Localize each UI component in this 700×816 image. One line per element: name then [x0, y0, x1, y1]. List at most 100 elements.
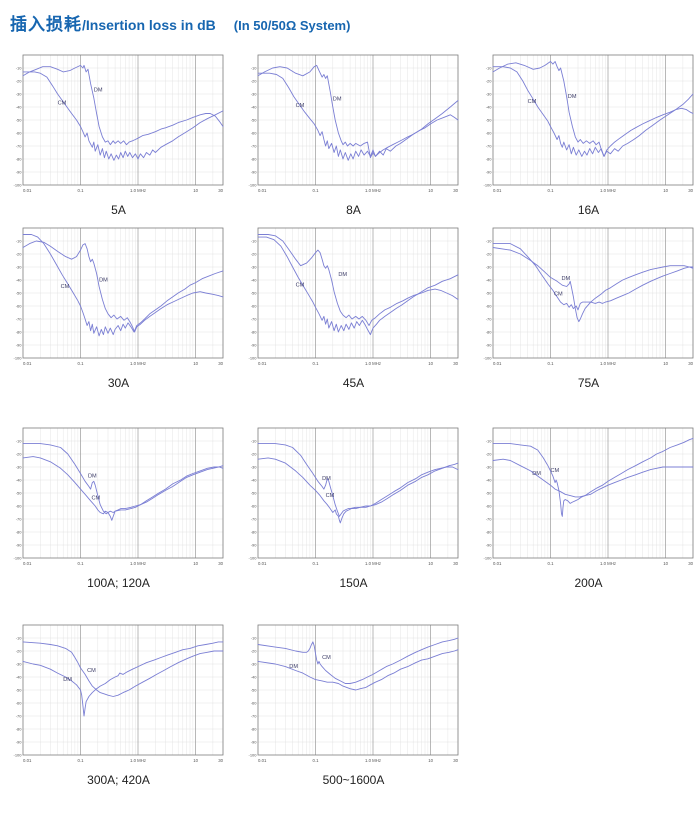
svg-text:-30: -30: [16, 91, 23, 96]
svg-text:-60: -60: [251, 303, 258, 308]
svg-text:10: 10: [193, 561, 198, 566]
svg-text:-40: -40: [486, 477, 493, 482]
svg-text:-90: -90: [486, 169, 493, 174]
svg-text:-70: -70: [251, 143, 258, 148]
svg-text:-60: -60: [16, 700, 23, 705]
svg-text:-30: -30: [16, 464, 23, 469]
svg-text:1.0 MHz: 1.0 MHz: [600, 361, 616, 366]
svg-text:0.01: 0.01: [258, 561, 267, 566]
svg-text:1.0 MHz: 1.0 MHz: [600, 188, 616, 193]
svg-text:0.1: 0.1: [313, 188, 320, 193]
svg-text:-10: -10: [251, 438, 258, 443]
svg-text:-20: -20: [251, 78, 258, 83]
chart-row-3: -10 -20 -30 -40 -50 -60 -70 -80 -90 -100 0.01 0.1 1.…: [12, 424, 700, 592]
svg-text:-10: -10: [16, 635, 23, 640]
svg-text:-10: -10: [486, 65, 493, 70]
svg-text:-100: -100: [13, 555, 22, 560]
svg-text:-40: -40: [16, 477, 23, 482]
svg-text:-80: -80: [251, 329, 258, 334]
chart-row-4: -10 -20 -30 -40 -50 -60 -70 -80 -90 -100 0.01 0.1 1.…: [12, 621, 700, 789]
svg-text:-90: -90: [251, 342, 258, 347]
svg-text:-50: -50: [486, 117, 493, 122]
chart-caption: 500~1600A: [322, 773, 385, 787]
svg-text:-100: -100: [483, 355, 492, 360]
svg-text:-70: -70: [16, 516, 23, 521]
svg-text:10: 10: [663, 561, 668, 566]
svg-text:0.01: 0.01: [493, 561, 502, 566]
chart-caption: 200A: [574, 576, 603, 590]
svg-text:-70: -70: [486, 316, 493, 321]
svg-text:30: 30: [453, 188, 458, 193]
svg-text:-90: -90: [486, 342, 493, 347]
svg-text:-20: -20: [486, 451, 493, 456]
svg-text:-10: -10: [16, 65, 23, 70]
svg-text:0.01: 0.01: [493, 188, 502, 193]
svg-text:-90: -90: [251, 739, 258, 744]
svg-text:-100: -100: [13, 355, 22, 360]
chart-row-1: -10 -20 -30 -40 -50 -60 -70 -80 -90 -100 0.01 0.1 1.…: [12, 51, 700, 219]
svg-text:30: 30: [218, 188, 223, 193]
svg-text:-80: -80: [486, 529, 493, 534]
svg-text:CM: CM: [296, 283, 305, 289]
svg-text:30: 30: [688, 561, 693, 566]
svg-text:-20: -20: [16, 648, 23, 653]
chart-row-2: -10 -20 -30 -40 -50 -60 -70 -80 -90 -100 0.01 0.1 1.…: [12, 224, 700, 392]
svg-text:0.1: 0.1: [78, 361, 85, 366]
svg-text:0.01: 0.01: [258, 188, 267, 193]
svg-text:-30: -30: [251, 264, 258, 269]
svg-text:30: 30: [688, 361, 693, 366]
svg-text:DM: DM: [88, 473, 97, 479]
title-english: /Insertion loss in dB: [82, 17, 216, 33]
svg-text:0.01: 0.01: [23, 188, 32, 193]
svg-text:0.01: 0.01: [258, 758, 267, 763]
svg-text:0.1: 0.1: [78, 561, 85, 566]
svg-text:-30: -30: [16, 661, 23, 666]
svg-text:10: 10: [663, 361, 668, 366]
chart-cell: -10 -20 -30 -40 -50 -60 -70 -80 -90 -100 0.01 0.1 1.…: [482, 51, 695, 219]
svg-text:-30: -30: [486, 464, 493, 469]
svg-text:30: 30: [688, 188, 693, 193]
svg-text:30: 30: [453, 758, 458, 763]
svg-text:CM: CM: [551, 468, 560, 474]
svg-text:-20: -20: [251, 451, 258, 456]
chart-caption: 30A: [107, 376, 130, 390]
page-title: 插入损耗/Insertion loss in dB (In 50/50Ω Syst…: [0, 0, 700, 35]
svg-text:0.1: 0.1: [548, 561, 555, 566]
svg-text:DM: DM: [568, 94, 577, 100]
svg-text:-100: -100: [248, 355, 257, 360]
svg-text:-80: -80: [16, 156, 23, 161]
svg-text:1.0 MHz: 1.0 MHz: [365, 758, 381, 763]
svg-text:0.1: 0.1: [78, 758, 85, 763]
svg-text:-60: -60: [251, 503, 258, 508]
svg-text:DM: DM: [94, 87, 103, 93]
svg-text:DM: DM: [289, 664, 298, 670]
svg-text:-20: -20: [486, 251, 493, 256]
svg-text:-60: -60: [251, 130, 258, 135]
svg-text:0.1: 0.1: [313, 361, 320, 366]
svg-text:CM: CM: [92, 496, 101, 502]
chart-cell: -10 -20 -30 -40 -50 -60 -70 -80 -90 -100 0.01 0.1 1.…: [12, 424, 225, 592]
svg-text:-70: -70: [251, 316, 258, 321]
svg-text:-80: -80: [251, 726, 258, 731]
svg-text:-30: -30: [16, 264, 23, 269]
svg-text:10: 10: [428, 561, 433, 566]
svg-text:-50: -50: [16, 117, 23, 122]
chart-cell: -10 -20 -30 -40 -50 -60 -70 -80 -90 -100 0.01 0.1 1.…: [482, 224, 695, 392]
svg-text:-40: -40: [251, 277, 258, 282]
svg-text:-10: -10: [16, 438, 23, 443]
svg-text:-10: -10: [251, 635, 258, 640]
svg-text:10: 10: [193, 361, 198, 366]
svg-text:0.01: 0.01: [493, 361, 502, 366]
svg-text:1.0 MHz: 1.0 MHz: [130, 188, 146, 193]
svg-text:10: 10: [428, 361, 433, 366]
svg-text:1.0 MHz: 1.0 MHz: [130, 758, 146, 763]
svg-text:-30: -30: [486, 91, 493, 96]
svg-text:1.0 MHz: 1.0 MHz: [365, 188, 381, 193]
svg-text:10: 10: [193, 758, 198, 763]
svg-text:-10: -10: [486, 238, 493, 243]
svg-text:0.1: 0.1: [313, 758, 320, 763]
svg-text:-20: -20: [486, 78, 493, 83]
svg-text:-80: -80: [16, 329, 23, 334]
